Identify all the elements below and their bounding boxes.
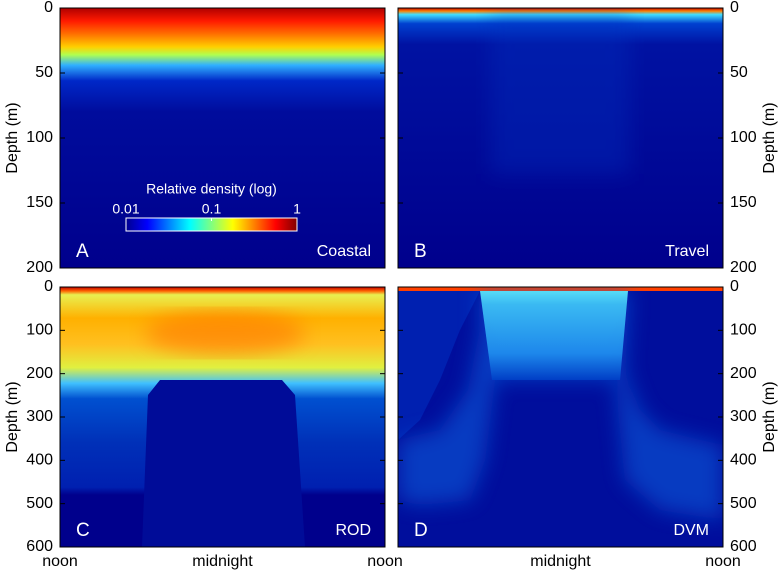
x-tick-label: noon bbox=[705, 553, 741, 570]
panel-label: D bbox=[414, 520, 428, 541]
y-tick-label: 300 bbox=[26, 408, 53, 425]
x-tick-label: midnight bbox=[530, 553, 591, 570]
panel-label: C bbox=[76, 520, 90, 541]
colorbar-tick-label: 0.1 bbox=[202, 201, 222, 217]
y-tick-label: 400 bbox=[26, 452, 53, 469]
y-tick-label: 150 bbox=[730, 194, 757, 211]
panel-label: A bbox=[76, 241, 89, 262]
y-axis-label: Depth (m) bbox=[761, 102, 778, 173]
y-tick-label: 600 bbox=[730, 538, 757, 555]
y-tick-label: 0 bbox=[730, 278, 739, 295]
y-tick-label: 300 bbox=[730, 408, 757, 425]
y-tick-label: 200 bbox=[730, 259, 757, 276]
x-tick-label: noon bbox=[367, 553, 403, 570]
colorbar-title: Relative density (log) bbox=[146, 181, 277, 197]
y-tick-label: 100 bbox=[730, 322, 757, 339]
y-tick-label: 100 bbox=[730, 129, 757, 146]
y-tick-label: 100 bbox=[26, 322, 53, 339]
y-tick-label: 0 bbox=[730, 0, 739, 16]
x-tick-label: noon bbox=[42, 553, 78, 570]
y-axis-label: Depth (m) bbox=[4, 102, 21, 173]
echogram bbox=[398, 8, 723, 268]
panel-annotation: DVM bbox=[673, 522, 709, 539]
y-axis-label: Depth (m) bbox=[761, 381, 778, 452]
y-tick-label: 500 bbox=[26, 495, 53, 512]
y-tick-label: 50 bbox=[730, 64, 748, 81]
y-tick-label: 600 bbox=[26, 538, 53, 555]
x-tick-label: midnight bbox=[192, 553, 253, 570]
panel-annotation: Travel bbox=[665, 243, 709, 260]
y-tick-label: 500 bbox=[730, 495, 757, 512]
colorbar-tick-label: 0.01 bbox=[112, 201, 139, 217]
y-tick-label: 200 bbox=[26, 365, 53, 382]
y-tick-label: 0 bbox=[44, 0, 53, 16]
y-tick-label: 100 bbox=[26, 129, 53, 146]
y-tick-label: 200 bbox=[26, 259, 53, 276]
colorbar-tick-label: 1 bbox=[293, 201, 301, 217]
y-tick-label: 0 bbox=[44, 278, 53, 295]
panel-annotation: ROD bbox=[335, 522, 371, 539]
y-tick-label: 150 bbox=[26, 194, 53, 211]
panel-annotation: Coastal bbox=[317, 243, 371, 260]
panel-label: B bbox=[414, 241, 427, 262]
y-tick-label: 50 bbox=[35, 64, 53, 81]
y-tick-label: 400 bbox=[730, 452, 757, 469]
echogram bbox=[398, 287, 723, 547]
echogram bbox=[60, 287, 385, 547]
y-axis-label: Depth (m) bbox=[4, 381, 21, 452]
y-tick-label: 200 bbox=[730, 365, 757, 382]
